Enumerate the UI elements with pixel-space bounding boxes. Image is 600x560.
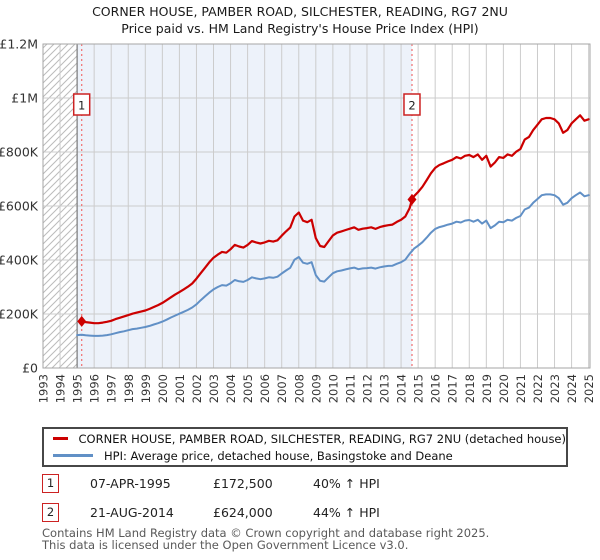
svg-text:1995: 1995 bbox=[71, 374, 85, 403]
license-footer: Contains HM Land Registry data © Crown c… bbox=[42, 526, 490, 552]
purchase-diamond-2 bbox=[407, 194, 417, 206]
legend-blue-line-sample bbox=[53, 454, 93, 457]
legend-row-hpi: HPI: Average price, detached house, Basi… bbox=[53, 448, 566, 463]
svg-text:£600K: £600K bbox=[0, 199, 39, 214]
plot-border bbox=[42, 43, 591, 369]
transaction-row-2: 2 21-AUG-2014 £624,000 44% ↑ HPI bbox=[0, 503, 600, 523]
transaction-2-price: £624,000 bbox=[213, 505, 273, 520]
legend-label-property: CORNER HOUSE, PAMBER ROAD, SILCHESTER, R… bbox=[78, 431, 566, 446]
svg-text:2015: 2015 bbox=[412, 374, 426, 403]
svg-text:1993: 1993 bbox=[37, 374, 51, 403]
footer-line1: Contains HM Land Registry data © Crown c… bbox=[42, 526, 490, 540]
svg-text:2009: 2009 bbox=[309, 374, 323, 403]
svg-text:2024: 2024 bbox=[565, 374, 579, 403]
svg-text:£1M: £1M bbox=[11, 91, 38, 106]
svg-text:£0: £0 bbox=[22, 361, 38, 376]
property-price-line bbox=[80, 114, 590, 325]
svg-text:2025: 2025 bbox=[582, 374, 596, 403]
svg-text:£400K: £400K bbox=[0, 253, 39, 268]
chart-title-line1: CORNER HOUSE, PAMBER ROAD, SILCHESTER, R… bbox=[92, 4, 508, 19]
legend-label-hpi: HPI: Average price, detached house, Basi… bbox=[104, 448, 453, 463]
svg-text:2003: 2003 bbox=[207, 374, 221, 403]
transaction-2-vs-hpi: 44% ↑ HPI bbox=[313, 505, 380, 520]
svg-text:1999: 1999 bbox=[139, 374, 153, 403]
transaction-1-vs-hpi: 40% ↑ HPI bbox=[313, 476, 380, 491]
svg-text:1996: 1996 bbox=[88, 374, 102, 403]
svg-text:2022: 2022 bbox=[531, 374, 545, 403]
chart-legend: CORNER HOUSE, PAMBER ROAD, SILCHESTER, R… bbox=[42, 427, 568, 467]
svg-text:2016: 2016 bbox=[429, 374, 443, 403]
svg-text:2008: 2008 bbox=[292, 374, 306, 403]
svg-text:2020: 2020 bbox=[497, 374, 511, 403]
svg-text:2023: 2023 bbox=[548, 374, 562, 403]
svg-text:2001: 2001 bbox=[173, 374, 187, 403]
svg-text:2006: 2006 bbox=[258, 374, 272, 403]
legend-red-line-sample bbox=[53, 437, 68, 440]
svg-text:2002: 2002 bbox=[190, 374, 204, 403]
transaction-1-price: £172,500 bbox=[213, 476, 273, 491]
transaction-row-1: 1 07-APR-1995 £172,500 40% ↑ HPI bbox=[0, 474, 600, 494]
svg-text:2019: 2019 bbox=[480, 374, 494, 403]
svg-text:2012: 2012 bbox=[360, 374, 374, 403]
svg-text:2010: 2010 bbox=[326, 374, 340, 403]
marker-box-label-2: 2 bbox=[408, 99, 415, 113]
svg-text:£200K: £200K bbox=[0, 307, 39, 322]
hpi-average-line bbox=[76, 191, 590, 337]
transaction-1-marker-badge: 1 bbox=[42, 474, 59, 493]
svg-text:2011: 2011 bbox=[343, 374, 357, 403]
marker-box-1 bbox=[72, 93, 91, 116]
svg-text:2000: 2000 bbox=[156, 374, 170, 403]
legend-row-property: CORNER HOUSE, PAMBER ROAD, SILCHESTER, R… bbox=[53, 431, 566, 446]
chart-title-line2: Price paid vs. HM Land Registry's House … bbox=[121, 21, 479, 36]
svg-text:1994: 1994 bbox=[54, 374, 68, 403]
svg-text:2013: 2013 bbox=[378, 374, 392, 403]
svg-text:2005: 2005 bbox=[241, 374, 255, 403]
svg-text:2017: 2017 bbox=[446, 374, 460, 403]
price-chart: 1 2 £0 £200K £400K £600K £800K £1M £1.2M 1993 1994… bbox=[0, 37, 597, 404]
chart-title: CORNER HOUSE, PAMBER ROAD, SILCHESTER, R… bbox=[0, 3, 600, 37]
svg-text:2004: 2004 bbox=[224, 374, 238, 403]
marker-box-2 bbox=[403, 93, 421, 116]
svg-text:2021: 2021 bbox=[514, 374, 528, 403]
svg-text:1997: 1997 bbox=[105, 374, 119, 403]
transaction-1-date: 07-APR-1995 bbox=[90, 476, 171, 491]
svg-text:1998: 1998 bbox=[122, 374, 136, 403]
footer-line2: This data is licensed under the Open Gov… bbox=[42, 537, 409, 552]
transaction-2-marker-badge: 2 bbox=[42, 503, 59, 522]
svg-text:2007: 2007 bbox=[275, 374, 289, 403]
marker-box-label-1: 1 bbox=[78, 99, 85, 113]
svg-text:2014: 2014 bbox=[395, 374, 409, 403]
transaction-2-date: 21-AUG-2014 bbox=[90, 505, 174, 520]
purchase-diamond-1 bbox=[77, 315, 87, 327]
x-axis-labels: 1993 1994 1995 1996 1997 1998 1999 2000 2001 2002… bbox=[37, 374, 597, 403]
y-axis-labels: £0 £200K £400K £600K £800K £1M £1.2M bbox=[0, 37, 39, 376]
svg-text:2018: 2018 bbox=[463, 374, 477, 403]
svg-text:£1.2M: £1.2M bbox=[0, 37, 38, 52]
svg-text:£800K: £800K bbox=[0, 145, 39, 160]
